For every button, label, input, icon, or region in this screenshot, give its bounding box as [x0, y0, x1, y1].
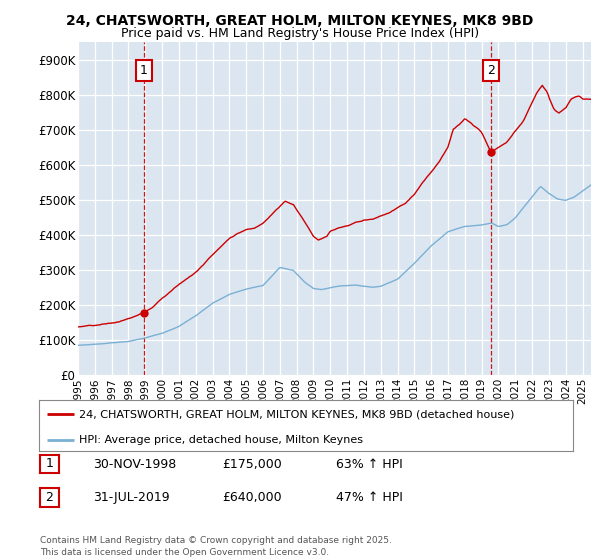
Text: 47% ↑ HPI: 47% ↑ HPI [336, 491, 403, 505]
Text: 2: 2 [487, 63, 496, 77]
Text: HPI: Average price, detached house, Milton Keynes: HPI: Average price, detached house, Milt… [79, 435, 363, 445]
Text: 1: 1 [140, 63, 148, 77]
Text: 24, CHATSWORTH, GREAT HOLM, MILTON KEYNES, MK8 9BD (detached house): 24, CHATSWORTH, GREAT HOLM, MILTON KEYNE… [79, 409, 514, 419]
Text: 30-NOV-1998: 30-NOV-1998 [93, 458, 176, 471]
Text: 2: 2 [46, 491, 53, 504]
Text: £175,000: £175,000 [222, 458, 282, 471]
Text: £640,000: £640,000 [222, 491, 281, 505]
Text: Contains HM Land Registry data © Crown copyright and database right 2025.
This d: Contains HM Land Registry data © Crown c… [40, 536, 391, 557]
Text: 24, CHATSWORTH, GREAT HOLM, MILTON KEYNES, MK8 9BD: 24, CHATSWORTH, GREAT HOLM, MILTON KEYNE… [67, 14, 533, 28]
Text: 63% ↑ HPI: 63% ↑ HPI [336, 458, 403, 471]
Text: 31-JUL-2019: 31-JUL-2019 [93, 491, 170, 505]
Text: 1: 1 [46, 458, 53, 470]
Text: Price paid vs. HM Land Registry's House Price Index (HPI): Price paid vs. HM Land Registry's House … [121, 27, 479, 40]
